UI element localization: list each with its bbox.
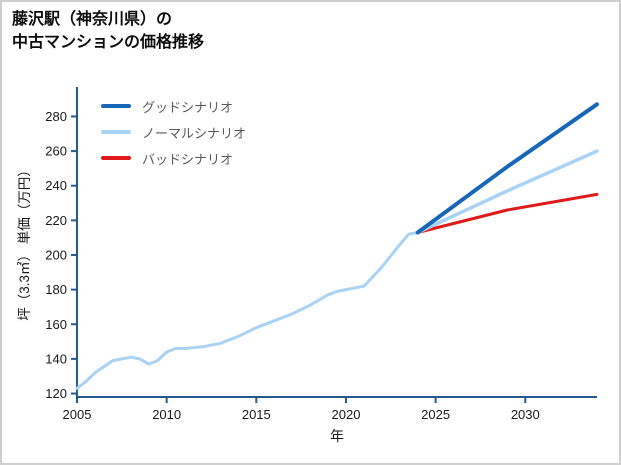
series-line-historical xyxy=(75,231,420,390)
chart-title: 藤沢駅（神奈川県）の 中古マンションの価格推移 xyxy=(12,8,204,54)
legend-label-bad-scenario: バッドシナリオ xyxy=(142,151,234,167)
y-axis-title: 坪（3.3㎡） 単価（万円） xyxy=(17,163,32,321)
series-line-normal xyxy=(415,149,599,235)
legend-item-bad-scenario: バッドシナリオ xyxy=(101,150,246,167)
y-tick-label: 120 xyxy=(45,386,67,401)
y-tick-label: 240 xyxy=(45,178,67,193)
bad-scenario-line-swatch xyxy=(101,156,131,160)
legend-item-good-scenario: グッドシナリオ xyxy=(101,98,246,115)
x-tick-label: 2025 xyxy=(421,407,450,422)
x-tick-label: 2005 xyxy=(63,407,92,422)
normal-scenario-line-swatch xyxy=(101,130,131,134)
y-tick-label: 140 xyxy=(45,351,67,366)
y-tick-label: 180 xyxy=(45,282,67,297)
series-line-good xyxy=(415,102,599,235)
y-tick-label: 160 xyxy=(45,317,67,332)
x-tick-label: 2020 xyxy=(332,407,361,422)
chart-title-line1: 藤沢駅（神奈川県）の xyxy=(12,11,173,28)
legend-item-normal-scenario: ノーマルシナリオ xyxy=(101,124,247,141)
series-line-bad xyxy=(416,192,599,234)
x-tick-label: 2030 xyxy=(511,407,540,422)
y-tick-label: 260 xyxy=(45,144,67,159)
x-tick-label: 2015 xyxy=(242,407,271,422)
legend-label-normal-scenario: ノーマルシナリオ xyxy=(142,125,247,141)
y-tick-label: 200 xyxy=(45,247,67,262)
good-scenario-line-swatch xyxy=(101,104,131,108)
y-tick-label: 280 xyxy=(45,109,67,124)
legend-label-good-scenario: グッドシナリオ xyxy=(142,99,234,115)
x-axis-title: 年 xyxy=(330,428,344,444)
y-tick-label: 220 xyxy=(45,213,67,228)
x-tick-label: 2010 xyxy=(152,407,181,422)
chart-legend: グッドシナリオ ノーマルシナリオ バッドシナリオ xyxy=(101,98,247,167)
chart-title-line2: 中古マンションの価格推移 xyxy=(12,34,205,52)
